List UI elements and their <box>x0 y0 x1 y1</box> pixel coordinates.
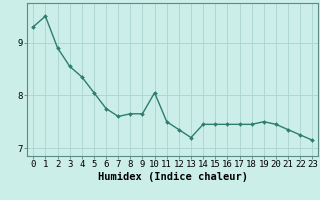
X-axis label: Humidex (Indice chaleur): Humidex (Indice chaleur) <box>98 172 248 182</box>
